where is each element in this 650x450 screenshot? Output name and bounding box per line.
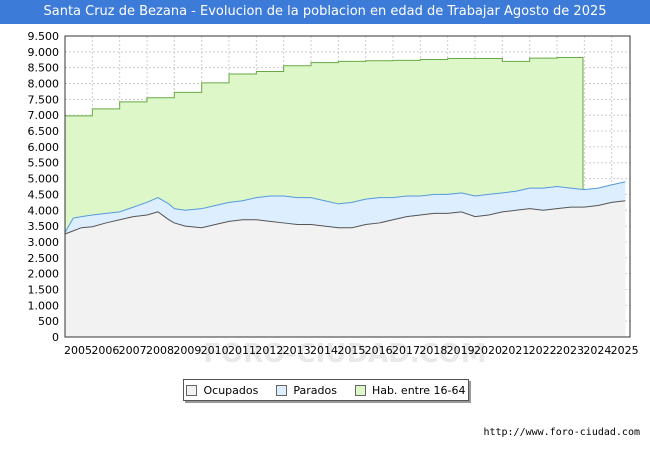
x-tick-label: 2011 <box>228 344 256 357</box>
legend-swatch-parados <box>276 384 288 396</box>
y-tick-label: 5.000 <box>28 173 60 186</box>
x-tick-label: 2007 <box>119 344 147 357</box>
y-tick-label: 6.500 <box>28 125 60 138</box>
y-tick-label: 4.000 <box>28 204 60 217</box>
y-tick-label: 9.500 <box>28 30 60 43</box>
y-tick-label: 7.000 <box>28 109 60 122</box>
legend-item-ocupados: Ocupados <box>186 384 258 397</box>
y-tick-label: 5.500 <box>28 157 60 170</box>
legend-item-parados: Parados <box>276 384 337 397</box>
legend-label-hab: Hab. entre 16-64 <box>371 383 466 397</box>
y-tick-label: 1.000 <box>28 299 60 312</box>
plot-frame <box>64 35 631 338</box>
x-tick-label: 2020 <box>474 344 502 357</box>
chart-title-bar: Santa Cruz de Bezana - Evolucion de la p… <box>0 0 650 24</box>
x-tick-label: 2012 <box>255 344 283 357</box>
x-tick-label: 2022 <box>529 344 557 357</box>
area-ocupados <box>65 200 626 337</box>
legend: Ocupados Parados Hab. entre 16-64 <box>183 379 469 401</box>
y-tick-label: 0 <box>52 331 59 344</box>
source-link[interactable]: http://www.foro-ciudad.com <box>483 427 640 438</box>
series-areas <box>64 57 626 338</box>
y-tick-label: 7.500 <box>28 93 60 106</box>
x-tick-label: 2016 <box>365 344 393 357</box>
y-tick-label: 2.500 <box>28 252 60 265</box>
x-tick-label: 2014 <box>310 344 338 357</box>
legend-swatch-hab <box>354 384 366 396</box>
x-tick-label: 2024 <box>583 344 611 357</box>
x-tick-label: 2025 <box>611 344 639 357</box>
legend-label-parados: Parados <box>293 383 337 397</box>
y-tick-label: 4.500 <box>28 188 60 201</box>
population-area-chart: FORO-CIUDAD.COM 0 500 1.000 1.500 2.000 2.500… <box>28 30 639 369</box>
x-tick-label: 2005 <box>64 344 92 357</box>
chart-title: Santa Cruz de Bezana - Evolucion de la p… <box>43 4 607 19</box>
x-tick-label: 2017 <box>392 344 420 357</box>
y-tick-label: 500 <box>38 315 59 328</box>
x-tick-label: 2021 <box>501 344 529 357</box>
legend-label-ocupados: Ocupados <box>203 383 259 397</box>
x-tick-label: 2023 <box>556 344 584 357</box>
x-tick-label: 2008 <box>146 344 174 357</box>
x-tick-label: 2019 <box>447 344 475 357</box>
x-tick-label: 2018 <box>419 344 447 357</box>
x-tick-label: 2010 <box>201 344 229 357</box>
y-tick-label: 8.500 <box>28 62 60 75</box>
axes: 0 500 1.000 1.500 2.000 2.500 3.000 3.500 4.000 4… <box>28 30 639 357</box>
y-tick-label: 9.000 <box>28 46 60 59</box>
y-tick-label: 3.000 <box>28 236 60 249</box>
y-tick-label: 3.500 <box>28 220 60 233</box>
y-tick-label: 8.000 <box>28 78 60 91</box>
legend-item-hab: Hab. entre 16-64 <box>354 383 466 397</box>
legend-swatch-ocupados <box>186 384 198 396</box>
x-tick-label: 2006 <box>91 344 119 357</box>
line-ocupados <box>64 200 626 235</box>
y-tick-label: 1.500 <box>28 283 60 296</box>
x-tick-label: 2009 <box>173 344 201 357</box>
watermark: FORO-CIUDAD.COM <box>203 339 486 369</box>
line-parados <box>64 181 626 233</box>
y-tick-label: 2.000 <box>28 268 60 281</box>
y-tick-label: 6.000 <box>28 141 60 154</box>
x-tick-label: 2015 <box>337 344 365 357</box>
x-tick-label: 2013 <box>283 344 311 357</box>
